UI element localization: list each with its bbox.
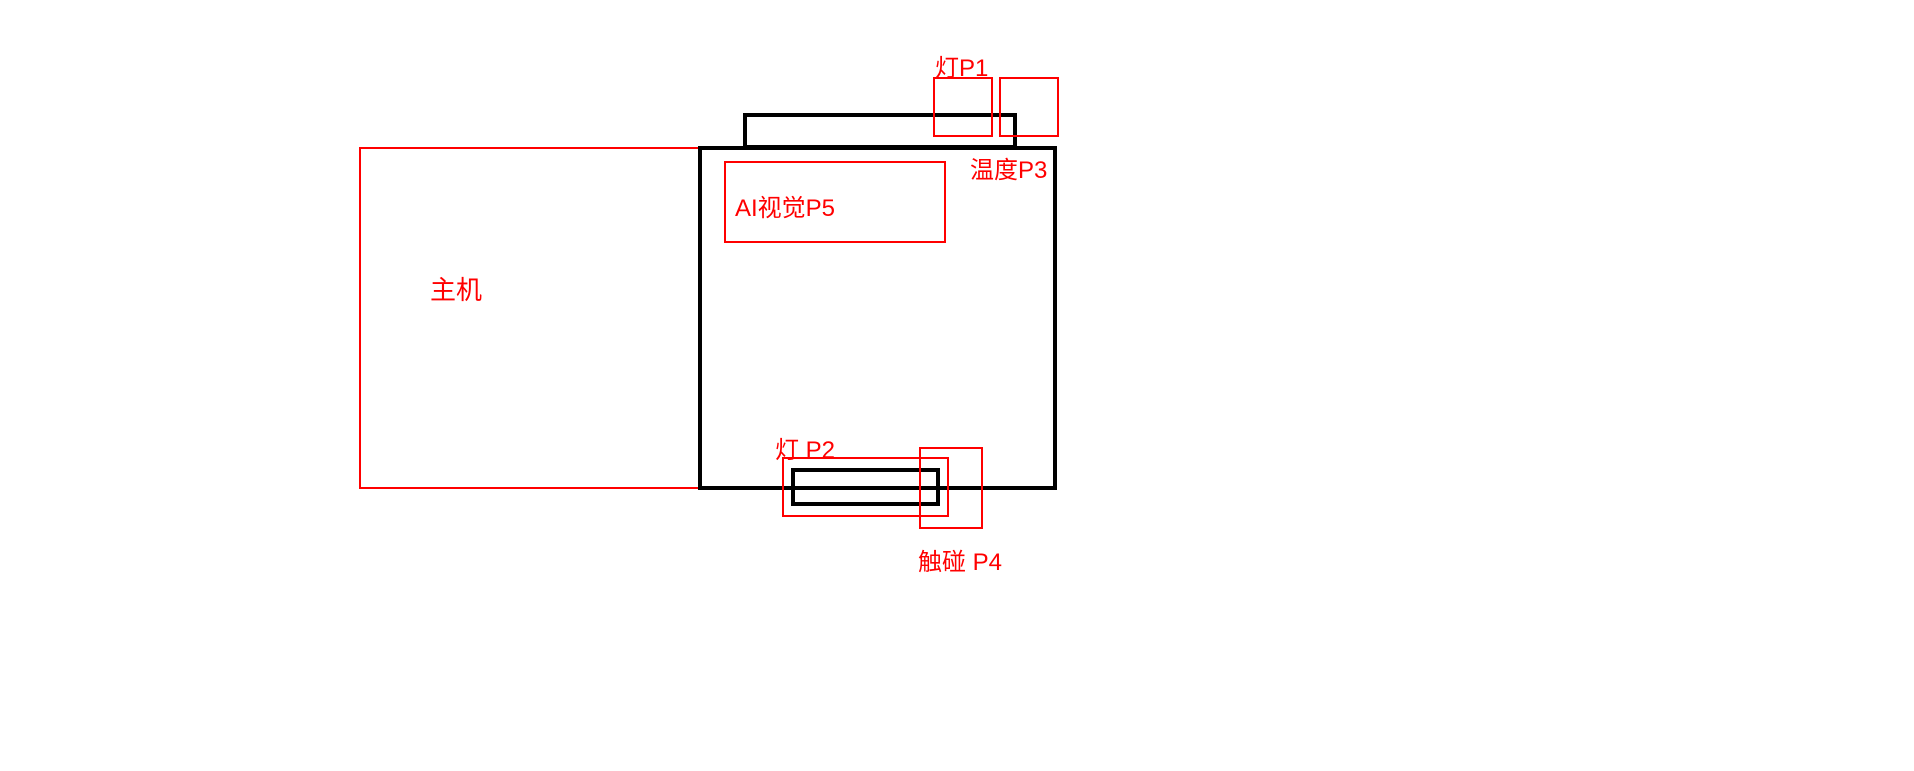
rect-p1_box_right <box>1000 78 1058 136</box>
label-p3: 温度P3 <box>970 150 1047 185</box>
diagram-svg <box>0 0 1914 771</box>
label-p5: AI视觉P5 <box>735 188 835 223</box>
label-p1: 灯P1 <box>935 48 988 83</box>
rect-top_black_bar <box>745 115 1015 147</box>
label-p4: 触碰 P4 <box>918 542 1002 577</box>
rect-host_box <box>360 148 700 488</box>
rect-p1_box_left <box>934 78 992 136</box>
diagram-root: 主机 灯P1 温度P3 AI视觉P5 灯 P2 触碰 P4 <box>0 0 1914 771</box>
label-host: 主机 <box>430 270 482 307</box>
label-p2: 灯 P2 <box>775 430 835 465</box>
